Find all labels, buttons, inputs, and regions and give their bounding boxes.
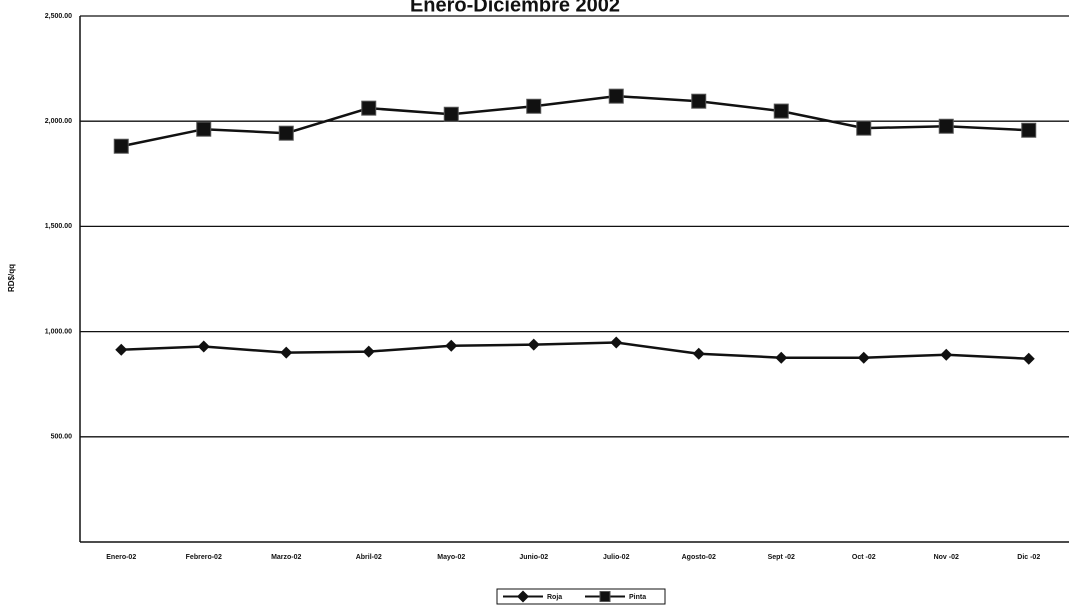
marker xyxy=(775,351,788,364)
marker xyxy=(526,98,542,114)
marker xyxy=(445,339,458,352)
marker xyxy=(196,121,212,137)
legend-label: Roja xyxy=(547,594,562,601)
marker xyxy=(856,120,872,136)
marker xyxy=(280,346,293,359)
x-tick-label: Enero-02 xyxy=(106,554,136,561)
marker xyxy=(610,336,623,349)
marker xyxy=(278,125,294,141)
marker xyxy=(1022,352,1035,365)
y-axis-label: RD$/qq xyxy=(7,264,16,292)
y-tick-label: 1,000.00 xyxy=(45,328,72,335)
legend-marker xyxy=(517,590,529,603)
x-tick-label: Junio-02 xyxy=(519,554,548,561)
x-tick-label: Julio-02 xyxy=(603,554,630,561)
legend-box xyxy=(496,588,666,605)
x-tick-label: Abril-02 xyxy=(356,554,382,561)
legend-marker xyxy=(599,591,611,602)
y-tick-label: 2,500.00 xyxy=(45,13,72,20)
marker xyxy=(692,347,705,360)
marker xyxy=(115,343,128,356)
x-tick-label: Dic -02 xyxy=(1017,554,1040,561)
marker xyxy=(857,351,870,364)
x-tick-label: Sept -02 xyxy=(768,554,795,561)
marker xyxy=(773,103,789,119)
marker xyxy=(691,93,707,109)
x-tick-label: Agosto-02 xyxy=(682,554,716,561)
series-line xyxy=(120,94,1029,148)
x-tick-label: Febrero-02 xyxy=(186,554,222,561)
x-tick-label: Nov -02 xyxy=(934,554,959,561)
chart-title: Enero-Diciembre 2002 xyxy=(410,0,620,16)
y-tick-label: 1,500.00 xyxy=(45,223,72,230)
marker xyxy=(197,340,210,353)
y-tick-label: 500.00 xyxy=(51,434,73,441)
marker xyxy=(938,118,954,134)
legend: Roja Pinta xyxy=(496,588,666,605)
x-tick-label: Oct -02 xyxy=(852,554,876,561)
marker xyxy=(443,106,459,122)
marker xyxy=(940,348,953,361)
x-tick-label: Marzo-02 xyxy=(271,554,301,561)
x-tick-label: Mayo-02 xyxy=(437,554,465,561)
y-tick-label: 2,000.00 xyxy=(45,118,72,125)
marker xyxy=(113,138,129,154)
marker xyxy=(1021,122,1037,138)
marker xyxy=(362,345,375,358)
series-line xyxy=(121,341,1029,360)
marker xyxy=(608,88,624,104)
marker xyxy=(361,100,377,116)
legend-label: Pinta xyxy=(629,594,646,601)
marker xyxy=(527,338,540,351)
